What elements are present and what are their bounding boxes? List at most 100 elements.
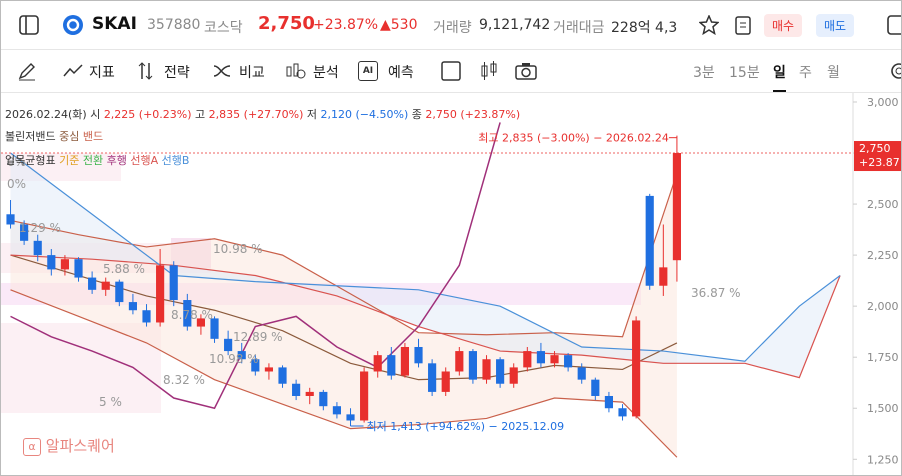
- tool-label[interactable]: 전략: [164, 65, 190, 81]
- favorite-icon[interactable]: [699, 15, 719, 35]
- volume-label: 거래량: [433, 20, 472, 36]
- candle-body: [101, 281, 110, 290]
- candle-body: [156, 265, 165, 323]
- candle-body: [591, 379, 600, 396]
- candle-body: [387, 355, 396, 376]
- ichimoku-cloud: [10, 153, 841, 378]
- period-tab[interactable]: 15분: [729, 65, 760, 81]
- sidebar-icon[interactable]: [19, 15, 39, 35]
- candle-body: [523, 351, 532, 368]
- candle-body: [414, 346, 423, 364]
- y-tick-label: 1,250: [867, 453, 899, 466]
- price: 2,750: [258, 13, 315, 34]
- candle-body: [305, 391, 314, 396]
- period-tab[interactable]: 주: [799, 65, 812, 81]
- legend-item: 선행A: [130, 154, 159, 167]
- compare-icon[interactable]: [212, 61, 232, 81]
- legend-bollinger: 볼린저밴드 중심 밴드: [5, 128, 103, 144]
- panel-icon[interactable]: [887, 15, 901, 35]
- bollinger-upper: [10, 173, 678, 338]
- period-tab[interactable]: 월: [827, 65, 840, 81]
- legend-item: 기준: [59, 154, 80, 167]
- y-tick-label: 2,500: [867, 198, 899, 211]
- ai-badge[interactable]: AI: [358, 61, 378, 81]
- profile-label: 0%: [7, 177, 26, 191]
- candle-body: [564, 355, 573, 368]
- profile-label: 5.88 %: [103, 262, 145, 276]
- candle-body: [577, 367, 586, 380]
- settings-icon[interactable]: [889, 61, 902, 81]
- candle-body: [251, 359, 260, 372]
- legend-item: 후행: [106, 154, 127, 167]
- legend-item: 전환: [82, 154, 104, 167]
- candle-body: [74, 259, 83, 278]
- candle-icon[interactable]: [480, 60, 498, 82]
- y-tick-label: 1,750: [867, 351, 899, 364]
- square-icon[interactable]: [441, 61, 461, 81]
- stock-name: SKAI: [92, 14, 137, 34]
- y-tick-label: 2,000: [867, 300, 899, 313]
- legend-item: 선행B: [161, 154, 190, 167]
- candle-body: [659, 267, 668, 286]
- indicator-icon[interactable]: [63, 62, 83, 80]
- stock-logo: [63, 15, 83, 35]
- analysis-icon[interactable]: [285, 61, 307, 81]
- watermark: α 알파스퀘어: [23, 435, 115, 456]
- candle-body: [20, 224, 29, 241]
- change: ▲530: [380, 17, 418, 33]
- memo-icon[interactable]: [734, 14, 752, 36]
- buy-button[interactable]: 매수: [764, 14, 803, 37]
- price-box-price: 2,750: [859, 142, 891, 155]
- low: 2,120 (−4.50%): [320, 108, 409, 121]
- profile-label: 0%: [7, 155, 26, 169]
- candle-body: [115, 281, 124, 303]
- tool-label[interactable]: 예측: [388, 65, 414, 81]
- period-tab[interactable]: 3분: [693, 65, 715, 81]
- price-box-change: +23.87: [859, 156, 900, 169]
- candle-body: [373, 355, 382, 372]
- candle-body: [550, 355, 559, 364]
- sell-button[interactable]: 매도: [816, 14, 855, 37]
- candle-body: [6, 214, 15, 225]
- profile-label: 1.29 %: [19, 221, 61, 235]
- candle-body: [88, 277, 97, 290]
- legend-title: 볼린저밴드: [5, 130, 56, 143]
- period-tab[interactable]: 일: [773, 62, 786, 92]
- candle-body: [210, 318, 219, 339]
- market: 코스닥: [204, 20, 243, 36]
- lagging-line: [10, 122, 501, 410]
- candle-body: [332, 406, 341, 415]
- candle-body: [142, 310, 151, 323]
- candle-body: [455, 351, 464, 372]
- profile-label: 10.98 %: [213, 242, 263, 256]
- legend-title: 일목균형표: [5, 154, 56, 167]
- candle-body: [319, 391, 328, 407]
- candle-body: [60, 259, 69, 270]
- legend-ichimoku: 일목균형표 기준 전환 후행 선행A 선행B: [5, 152, 189, 168]
- tool-label[interactable]: 지표: [89, 65, 115, 81]
- candle-body: [441, 371, 450, 392]
- tool-label[interactable]: 비교: [239, 65, 265, 81]
- strategy-icon[interactable]: [137, 61, 157, 81]
- candle-body: [360, 371, 369, 421]
- max-note: 최고 2,835 (−3.00%) − 2026.02.24: [478, 132, 669, 145]
- candle-body: [632, 320, 641, 417]
- candle-body: [346, 414, 355, 421]
- change-pct: +23.87%: [313, 17, 379, 33]
- candle-body: [482, 359, 491, 380]
- legend-item: 밴드: [82, 130, 104, 143]
- candle-body: [183, 300, 192, 327]
- stock-code: 357880: [147, 17, 201, 33]
- y-tick-label: 3,000: [867, 96, 899, 109]
- tool-label[interactable]: 분석: [313, 65, 339, 81]
- candle-body: [604, 395, 613, 409]
- profile-label: 8.32 %: [163, 373, 205, 387]
- toolbar: 지표 전략 비교 분석 AI 예측 3분 15분 일 주 월: [1, 50, 901, 93]
- camera-icon[interactable]: [515, 62, 537, 80]
- profile-label: 12.89 %: [233, 330, 283, 344]
- date: 2026.02.24(화): [5, 108, 87, 121]
- watermark-text: 알파스퀘어: [45, 437, 115, 455]
- draw-icon[interactable]: [17, 61, 37, 81]
- candle-body: [509, 367, 518, 384]
